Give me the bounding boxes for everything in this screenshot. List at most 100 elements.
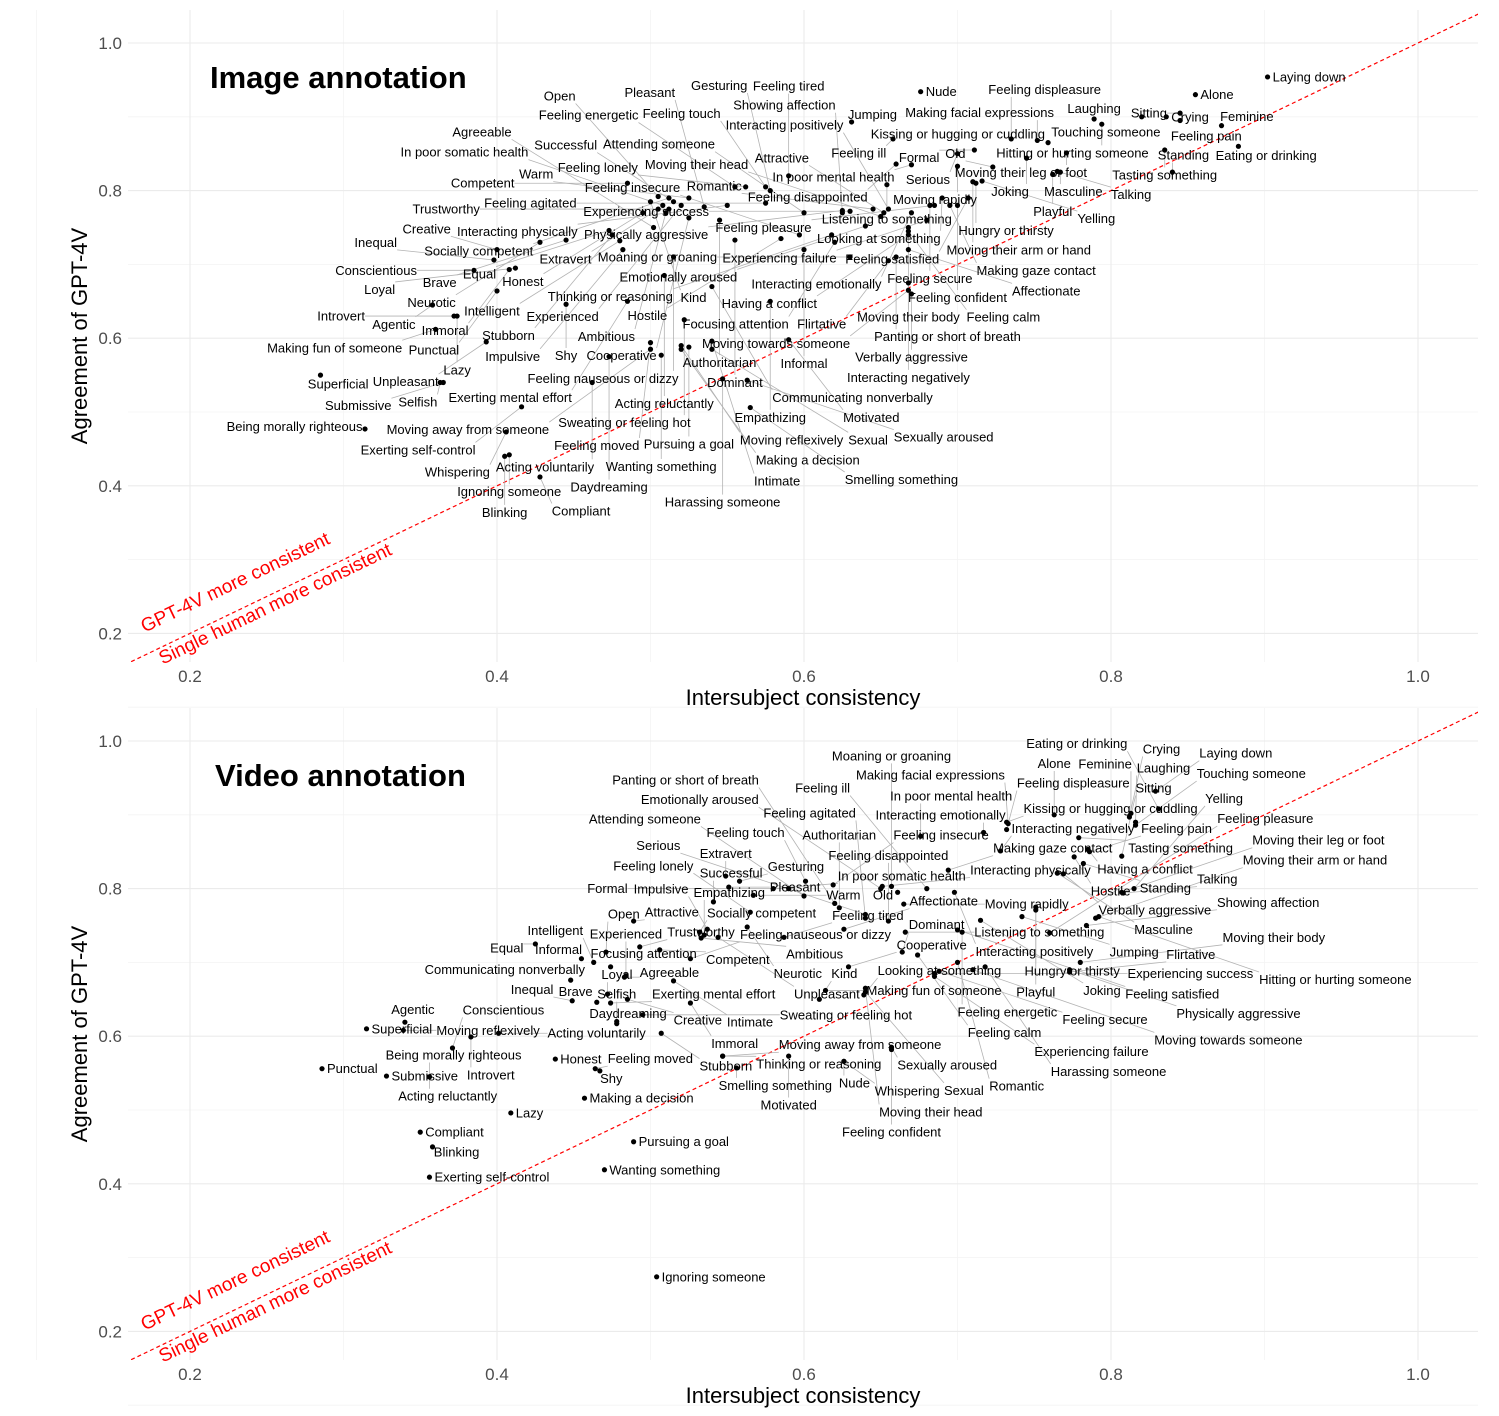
data-point [747,404,753,411]
data-point [491,257,497,263]
point-label: Unpleasant [794,986,860,1001]
x-tick-label: 0.6 [792,667,816,686]
leader-line [667,238,782,309]
leader-line [843,132,889,210]
point-label: Moving their head [879,1105,982,1120]
leader-line [984,966,1052,1065]
leader-line [845,260,889,317]
point-label: Ignoring someone [457,484,561,499]
data-point [936,968,942,974]
leader-line [397,249,494,261]
data-point [829,232,835,238]
point-label: Inequal [354,235,397,250]
data-point [1086,849,1093,855]
point-label: Daydreaming [589,1006,666,1021]
data-point [647,340,654,346]
data-point [905,228,911,234]
data-point [862,989,869,995]
data-point [606,227,612,234]
data-point [914,952,921,958]
leader-line [746,926,774,967]
point-label: Moving their body [857,310,960,325]
leader-line [391,382,444,399]
point-label: Warm [826,888,860,903]
point-label: Nude [926,84,957,99]
data-point [581,1095,588,1101]
leader-line [708,210,843,228]
data-point [594,999,600,1005]
leader-line [571,301,628,391]
point-label: Introvert [317,309,365,324]
leader-line [680,345,741,433]
data-point [440,379,446,386]
data-point [1034,137,1040,144]
point-label: Successful [700,866,763,881]
data-point [905,287,911,293]
data-point [715,934,721,940]
point-label: Stubborn [482,328,535,343]
data-point [678,342,684,349]
point-label: Submissive [325,398,391,413]
leader-line [1080,944,1223,963]
point-label: Gesturing [768,859,824,874]
data-point [845,964,852,970]
point-label: Formal [587,881,628,896]
point-label: Alone [1038,756,1071,771]
data-point [601,1167,608,1173]
data-point [1077,959,1083,966]
leader-line [836,219,927,251]
data-point [607,964,614,970]
point-label: Eating or drinking [1026,736,1127,751]
point-label: Attractive [645,905,699,920]
point-label: In poor mental health [772,170,894,185]
point-label: Interacting negatively [1012,821,1135,836]
leader-line [1073,856,1092,884]
leader-line [981,180,1078,212]
point-label: Submissive [392,1069,458,1084]
point-label: Moving away from someone [387,422,550,437]
point-label: Daydreaming [570,480,647,495]
point-label: Talking [1111,187,1151,202]
leader-line [598,205,682,310]
leader-line [1095,867,1243,919]
point-label: Moving their leg or foot [1252,833,1385,848]
point-label: Interacting positively [726,118,844,133]
leader-line [534,234,613,329]
leader-line [673,980,728,1016]
point-label: Open [608,907,640,922]
point-label: Kissing or hugging or cuddling [871,126,1045,141]
y-axis-title: Agreement of GPT-4V [67,925,92,1142]
point-label: Attractive [755,150,809,165]
point-label: Unpleasant [373,374,439,389]
point-label: Having a conflict [1097,861,1193,876]
point-label: Pursuing a goal [639,1134,729,1149]
data-point [617,238,623,244]
leader-line [701,937,787,947]
point-label: Feeling nauseous or dizzy [528,371,680,386]
point-label: Brave [423,275,457,290]
point-label: Ambitious [786,946,844,961]
point-label: Dominant [707,375,763,390]
point-label: Informal [781,356,828,371]
data-point [931,970,938,977]
leader-line [543,212,644,275]
point-label: Hitting or hurting someone [1259,972,1411,987]
point-label: Sexually aroused [894,430,994,445]
data-point [417,1129,423,1135]
point-label: Shy [600,1071,623,1086]
data-point [744,377,750,383]
data-point [1060,871,1067,877]
data-point [687,956,694,962]
point-label: Hitting or hurting someone [996,145,1148,160]
point-label: Compliant [552,504,611,519]
point-label: Creative [674,1013,722,1028]
point-label: Conscientious [463,1002,545,1017]
point-label: Feeling lonely [613,858,694,873]
point-label: Feeling nauseous or dizzy [740,927,892,942]
x-tick-label: 0.2 [178,667,202,686]
data-point [890,136,896,142]
leader-line [475,406,522,443]
point-label: Moving their leg or foot [955,165,1088,180]
data-point [1096,914,1102,920]
point-label: Sexual [848,432,888,447]
